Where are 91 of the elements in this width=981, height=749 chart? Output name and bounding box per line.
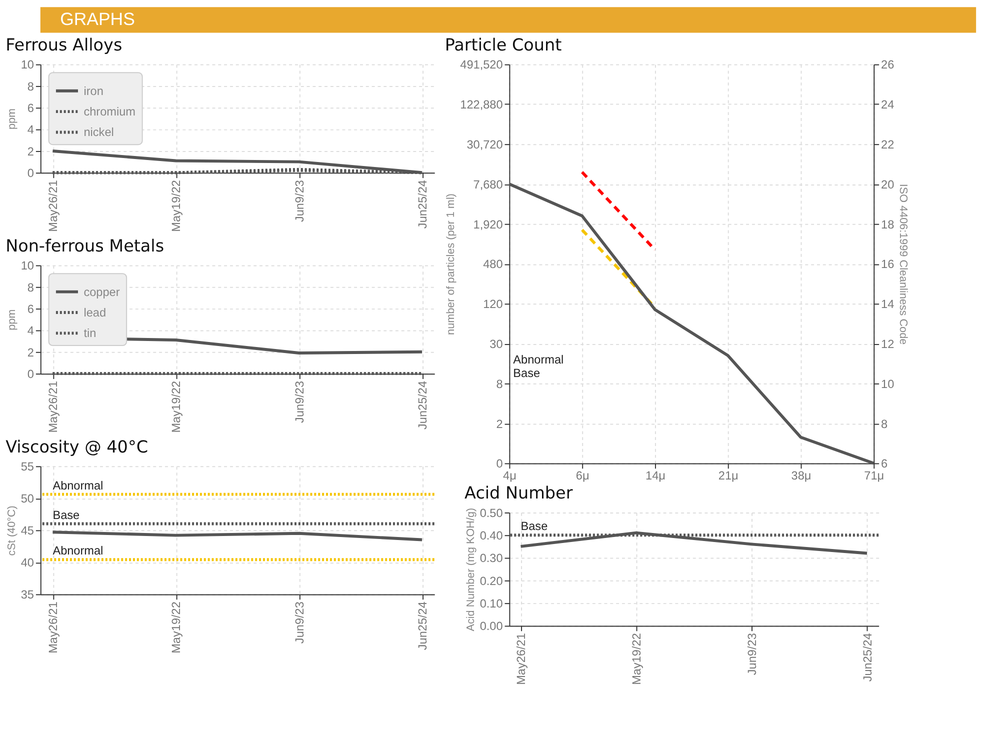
y2-tick-label: 16 — [881, 257, 895, 272]
y-tick-label: 10 — [20, 58, 34, 72]
y-tick-label: 4 — [27, 122, 34, 137]
y-tick-label: 7,680 — [473, 177, 504, 192]
legend-label: iron — [84, 84, 104, 98]
legend-label: nickel — [84, 125, 114, 140]
y2-tick-label: 6 — [881, 456, 888, 471]
x-tick-label: 71μ — [864, 468, 884, 482]
legend-label: copper — [84, 284, 120, 299]
y-tick-label: 0.50 — [480, 506, 504, 520]
y2-tick-label: 26 — [881, 58, 895, 72]
y-tick-label: 0 — [27, 367, 34, 382]
y-tick-label: 8 — [27, 280, 34, 294]
y-tick-label: 10 — [20, 258, 34, 273]
y-tick-label: 2 — [496, 416, 503, 431]
y-tick-label: 30 — [490, 336, 504, 351]
x-tick-label: 38μ — [791, 468, 812, 482]
x-tick-label: 21μ — [718, 468, 738, 482]
y-tick-label: 4 — [27, 324, 34, 338]
y-tick-label: 8 — [496, 376, 504, 391]
chart-title: Viscosity @ 40°C — [6, 436, 148, 456]
x-tick-label: Jun9/23 — [292, 180, 306, 222]
chart-title: Non-ferrous Metals — [6, 235, 164, 256]
x-tick-label: Jun9/23 — [745, 632, 760, 676]
y-tick-label: 2 — [27, 144, 34, 158]
ref-line-label: Abnormal — [52, 478, 104, 492]
y-axis-title: ppm — [6, 309, 18, 330]
x-tick-label: 14μ — [646, 468, 666, 482]
y-tick-label: 6 — [27, 302, 34, 316]
y-tick-label: 55 — [20, 460, 34, 474]
legend-label: chromium — [84, 104, 136, 119]
x-tick-label: May19/22 — [630, 633, 644, 685]
y-tick-label: 30,720 — [466, 138, 504, 152]
y-tick-label: 0 — [27, 166, 34, 180]
y-axis-title: cSt (40°C) — [6, 506, 18, 556]
x-tick-label: Jun25/24 — [415, 380, 430, 430]
y-tick-label: 122,880 — [460, 98, 504, 112]
x-tick-label: May26/21 — [46, 380, 60, 433]
y2-tick-label: 10 — [881, 376, 895, 391]
x-tick-label: 4μ — [503, 468, 516, 482]
x-tick-label: May26/21 — [514, 633, 528, 685]
y-tick-label: 0 — [496, 456, 504, 471]
y-axis-title: ppm — [6, 108, 18, 130]
ref-line-label: Base — [520, 519, 548, 534]
chart-title: Ferrous Alloys — [6, 34, 122, 55]
annotation: Base — [513, 366, 540, 380]
y-tick-label: 0.10 — [480, 596, 504, 610]
x-tick-label: May26/21 — [46, 180, 60, 232]
y-tick-label: 0.40 — [480, 528, 504, 543]
legend-label: tin — [84, 326, 96, 340]
y-tick-label: 40 — [20, 556, 34, 570]
y-tick-label: 1,920 — [473, 217, 504, 232]
x-tick-label: 6μ — [576, 468, 590, 482]
y2-tick-label: 22 — [881, 138, 894, 152]
y-tick-label: 0.20 — [480, 574, 504, 588]
ref-line-label: Base — [52, 508, 80, 522]
y2-axis-title: ISO 4406:1999 Cleanliness Code — [897, 184, 910, 345]
y-tick-label: 2 — [27, 345, 34, 360]
y2-tick-label: 8 — [881, 416, 888, 431]
y-tick-label: 8 — [27, 79, 34, 94]
y-tick-label: 491,520 — [460, 58, 504, 72]
chart-title: Particle Count — [444, 34, 562, 55]
x-tick-label: May19/22 — [169, 180, 184, 232]
x-tick-label: Jun25/24 — [860, 632, 874, 682]
annotation: Abnormal — [513, 352, 564, 366]
y-tick-label: 480 — [483, 257, 504, 272]
y-axis-title: Acid Number (mg KOH/g) — [464, 508, 477, 632]
y-axis-title: number of particles (per 1 ml) — [445, 194, 458, 335]
y-tick-label: 120 — [483, 297, 504, 312]
y2-tick-label: 14 — [881, 297, 895, 312]
x-tick-label: Jun25/24 — [415, 180, 430, 229]
text: GRAPHS — [60, 8, 135, 29]
legend-label: lead — [84, 305, 106, 320]
chart-title: Acid Number — [464, 482, 573, 503]
y2-tick-label: 12 — [881, 336, 894, 351]
x-tick-label: May26/21 — [46, 602, 60, 654]
y-tick-label: 0.00 — [480, 619, 504, 634]
x-tick-label: Jun9/23 — [292, 601, 306, 644]
y2-tick-label: 18 — [881, 217, 895, 232]
ref-line-label: Abnormal — [52, 544, 104, 558]
y-tick-label: 35 — [20, 588, 34, 602]
y-tick-label: 50 — [20, 492, 34, 506]
y-tick-label: 45 — [20, 524, 34, 538]
y2-tick-label: 20 — [881, 177, 895, 192]
x-tick-label: May19/22 — [169, 602, 184, 654]
y2-tick-label: 24 — [881, 98, 895, 112]
x-tick-label: May19/22 — [169, 380, 184, 433]
x-tick-label: Jun25/24 — [415, 601, 430, 650]
y-tick-label: 6 — [27, 101, 34, 116]
y-tick-label: 0.30 — [480, 551, 504, 566]
x-tick-label: Jun9/23 — [292, 380, 306, 423]
